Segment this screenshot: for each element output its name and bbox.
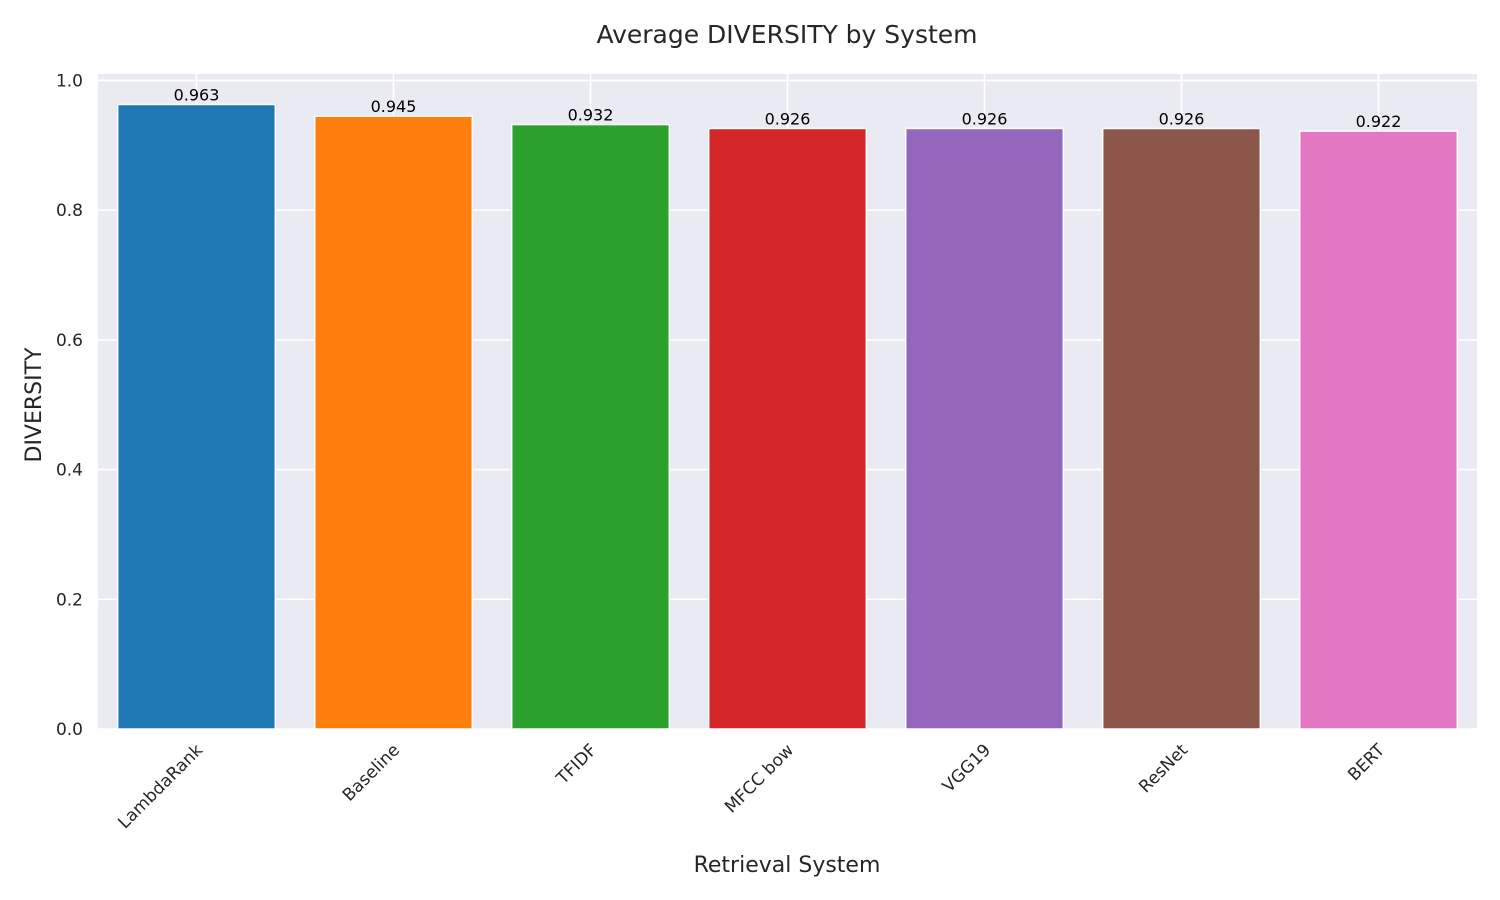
y-tick-label: 0.4	[56, 461, 83, 481]
y-tick-label: 0.8	[56, 201, 83, 221]
x-tick-label: TFIDF	[552, 740, 601, 789]
y-tick-label: 1.0	[56, 71, 83, 91]
bar-baseline	[313, 115, 474, 730]
y-tick-label: 0.6	[56, 331, 83, 351]
data-label: 0.926	[765, 109, 811, 128]
bar-lambdarank	[116, 103, 277, 730]
data-label: 0.926	[962, 109, 1008, 128]
x-axis-label: Retrieval System	[694, 853, 881, 878]
y-axis-label: DIVERSITY	[22, 347, 47, 463]
x-tick-label: LambdaRank	[114, 740, 207, 833]
bar-mfcc-bow	[707, 127, 868, 730]
x-tick-label: MFCC bow	[721, 740, 798, 817]
data-label: 0.963	[174, 85, 220, 104]
x-tick-label: ResNet	[1135, 740, 1192, 797]
bar-vgg19	[904, 127, 1065, 730]
bars	[116, 103, 1459, 730]
y-axis-ticks: 0.0 0.2 0.4 0.6 0.8 1.0	[56, 71, 83, 740]
bar-resnet	[1101, 127, 1262, 730]
chart-title: Average DIVERSITY by System	[596, 20, 977, 49]
x-tick-label: Baseline	[339, 740, 404, 805]
y-tick-label: 0.0	[56, 720, 83, 740]
data-label: 0.945	[371, 97, 417, 116]
bar-tfidf	[510, 123, 671, 730]
data-label: 0.926	[1159, 109, 1205, 128]
bar-bert	[1298, 130, 1459, 730]
y-tick-label: 0.2	[56, 590, 83, 610]
x-axis-ticks: LambdaRank Baseline TFIDF MFCC bow VGG19 ResN…	[114, 740, 1389, 833]
data-label: 0.922	[1356, 112, 1402, 131]
data-label: 0.932	[568, 106, 614, 125]
x-tick-label: BERT	[1344, 740, 1389, 785]
data-labels: 0.963 0.945 0.932 0.926 0.926 0.926 0.922	[174, 85, 1402, 131]
x-tick-label: VGG19	[939, 740, 995, 796]
